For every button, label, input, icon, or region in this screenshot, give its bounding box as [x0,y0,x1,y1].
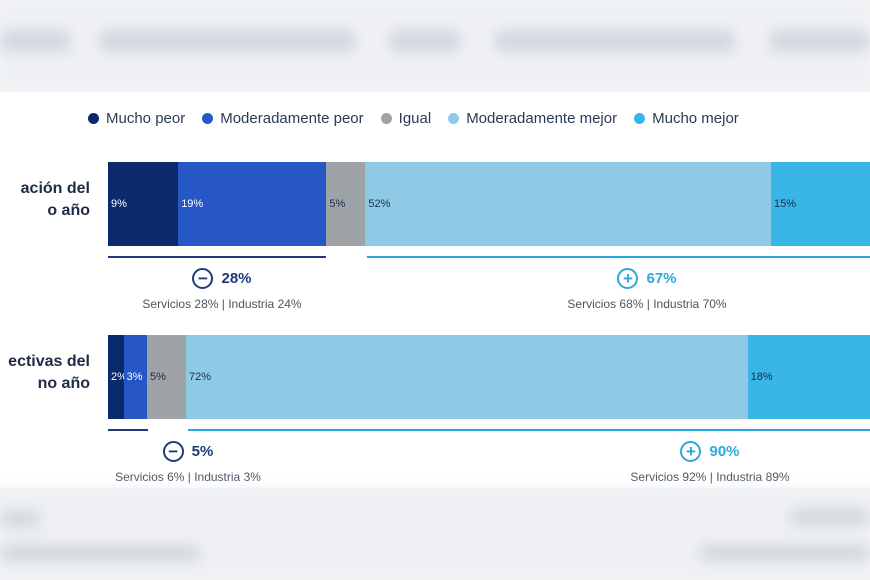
summary-detail: Servicios 92% | Industria 89% [630,470,790,484]
legend-item-mucho-mejor: Mucho mejor [634,110,739,127]
data-label: 3% [126,371,143,383]
legend-label: Mucho mejor [652,110,739,127]
blurred-top-navigation [0,0,870,92]
data-label: 19% [181,198,204,210]
legend-item-mucho-peor: Mucho peor [88,110,185,127]
bar-segment-mucho-peor: 9% [108,162,179,246]
legend-label: Igual [398,110,432,127]
row-label-1: ación del o año [0,178,90,222]
summary-value: 28% [221,270,252,287]
positive-summary-2: +90% Servicios 92% | Industria 89% [580,441,840,484]
plus-circle-icon: + [680,441,702,462]
summary-value: 67% [646,270,677,287]
summary-detail: Servicios 68% | Industria 70% [567,297,727,311]
row-label-2-line-1: ectivas del [8,353,90,370]
data-label: 52% [368,198,391,210]
bar-segment-igual: 5% [326,162,366,246]
data-label: 9% [111,198,127,210]
blurred-nav-item [390,30,460,52]
legend-item-igual: Igual [380,110,432,127]
summary-detail: Servicios 28% | Industria 24% [142,297,302,311]
blurred-text [0,510,40,528]
blurred-text [790,508,870,526]
blurred-text [0,544,200,562]
negative-summary-2: −5% Servicios 6% | Industria 3% [58,441,318,484]
data-label: 15% [773,198,796,210]
chart-legend: Mucho peor Moderadamente peor Igual Moderad… [88,110,756,127]
legend-swatch [202,113,214,124]
legend-item-moderadamente-peor: Moderadamente peor [202,110,364,127]
bar-segment-moderadamente-peor: 19% [178,162,327,246]
row-label-1-line-2: o año [47,202,90,219]
legend-label: Moderadamente mejor [466,110,618,127]
summary-detail: Servicios 6% | Industria 3% [115,470,261,484]
blurred-nav-item [100,30,355,52]
bar-segment-mucho-mejor: 18% [747,335,870,419]
legend-swatch [88,113,99,124]
positive-bracket-2 [188,429,870,431]
stacked-bar-2: 2% 3% 5% 72% 18% [108,335,870,419]
plus-circle-icon: + [617,268,639,289]
data-label: 2% [111,371,127,383]
data-label: 5% [149,371,166,383]
row-label-2: ectivas del no año [0,351,90,395]
minus-circle-icon: − [192,268,214,289]
blurred-nav-item [0,30,70,52]
legend-swatch [448,113,460,124]
data-label: 18% [750,371,773,383]
blurred-bottom-content [0,488,870,580]
bar-segment-mucho-peor: 2% [108,335,127,419]
bar-segment-moderadamente-peor: 3% [123,335,147,419]
bar-segment-igual: 5% [146,335,186,419]
blurred-nav-item [495,30,735,52]
negative-bracket-1 [108,256,327,258]
stacked-bar-1: 9% 19% 5% 52% 15% [108,162,870,246]
positive-summary-1: +67% Servicios 68% | Industria 70% [517,268,777,311]
row-label-2-line-2: no año [37,375,90,392]
row-label-1-line-1: ación del [20,180,90,197]
bar-segment-moderadamente-mejor: 72% [185,335,748,419]
data-label: 72% [188,371,212,383]
legend-swatch [634,113,646,124]
minus-circle-icon: − [162,441,184,462]
data-label: 5% [329,198,346,210]
chart-panel: Mucho peor Moderadamente peor Igual Moderad… [0,92,870,488]
summary-value: 90% [709,443,740,460]
blurred-nav-item [770,30,870,52]
bar-segment-mucho-mejor: 15% [770,162,870,246]
legend-label: Mucho peor [106,110,186,127]
legend-swatch [380,113,392,124]
blurred-text [700,544,870,562]
negative-summary-1: −28% Servicios 28% | Industria 24% [92,268,352,311]
legend-label: Moderadamente peor [220,110,364,127]
negative-bracket-2 [108,429,148,431]
bar-segment-moderadamente-mejor: 52% [365,162,771,246]
summary-value: 5% [191,443,214,460]
legend-item-moderadamente-mejor: Moderadamente mejor [448,110,617,127]
positive-bracket-1 [367,256,870,258]
